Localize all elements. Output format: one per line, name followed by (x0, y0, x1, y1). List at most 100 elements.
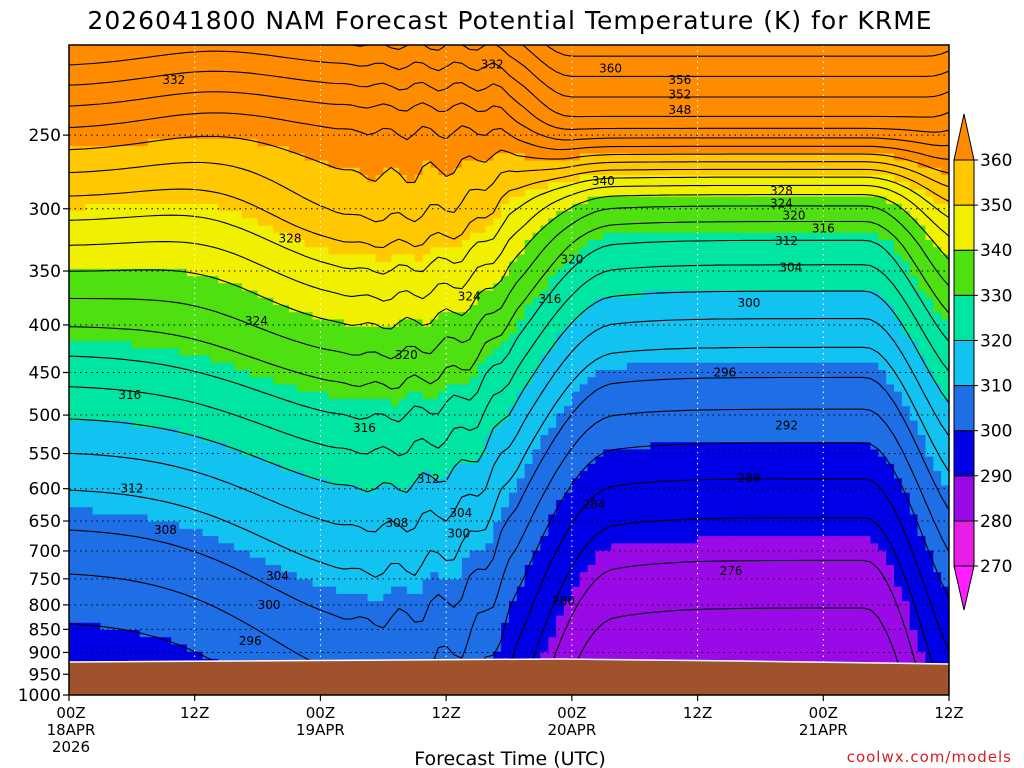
contour-fill-cell (784, 247, 792, 255)
contour-fill-cell (218, 182, 226, 190)
contour-fill-cell (383, 161, 391, 169)
contour-fill-cell (705, 139, 713, 147)
contour-fill-cell (155, 153, 163, 161)
contour-fill-cell (855, 146, 863, 154)
contour-fill-cell (368, 161, 376, 169)
contour-fill-cell (155, 146, 163, 154)
contour-fill-cell (760, 247, 768, 255)
contour-fill-cell (328, 88, 336, 96)
contour-fill-cell (305, 327, 313, 335)
contour-fill-cell (713, 182, 721, 190)
contour-fill-cell (336, 327, 344, 335)
contour-fill-cell (509, 233, 517, 241)
contour-fill-cell (132, 189, 140, 197)
contour-fill-cell (336, 363, 344, 371)
contour-fill-cell (375, 161, 383, 169)
contour-fill-cell (108, 276, 116, 284)
contour-fill-cell (250, 218, 258, 226)
contour-fill-cell (470, 240, 478, 248)
contour-fill-cell (77, 204, 85, 212)
contour-fill-cell (399, 96, 407, 104)
contour-fill-cell (540, 52, 548, 60)
contour-fill-cell (784, 59, 792, 67)
contour-fill-cell (360, 161, 368, 169)
contour-fill-cell (320, 254, 328, 262)
contour-fill-cell (383, 262, 391, 270)
contour-fill-cell (187, 168, 195, 176)
contour-fill-cell (328, 298, 336, 306)
contour-fill-cell (93, 175, 101, 183)
contour-fill-cell (124, 276, 132, 284)
contour-fill-cell (650, 81, 658, 89)
contour-fill-cell (627, 74, 635, 82)
contour-fill-cell (148, 81, 156, 89)
contour-fill-cell (171, 218, 179, 226)
contour-fill-cell (423, 182, 431, 190)
contour-fill-cell (910, 197, 918, 205)
contour-fill-cell (171, 197, 179, 205)
contour-fill-cell (540, 88, 548, 96)
contour-fill-cell (116, 291, 124, 299)
contour-fill-cell (737, 88, 745, 96)
contour-fill-cell (580, 88, 588, 96)
contour-fill-cell (925, 269, 933, 277)
contour-fill-cell (265, 103, 273, 111)
contour-fill-cell (210, 52, 218, 60)
contour-fill-cell (281, 96, 289, 104)
contour-fill-cell (863, 175, 871, 183)
contour-fill-cell (933, 254, 941, 262)
contour-fill-cell (627, 81, 635, 89)
contour-fill-cell (572, 117, 580, 125)
contour-fill-cell (784, 88, 792, 96)
contour-fill-cell (100, 175, 108, 183)
contour-fill-cell (493, 341, 501, 349)
contour-fill-cell (399, 334, 407, 342)
contour-fill-cell (305, 240, 313, 248)
contour-fill-cell (658, 276, 666, 284)
contour-fill-cell (564, 283, 572, 291)
contour-fill-cell (737, 139, 745, 147)
contour-fill-cell (313, 67, 321, 75)
contour-fill-cell (124, 175, 132, 183)
contour-fill-cell (540, 233, 548, 241)
contour-fill-cell (619, 117, 627, 125)
contour-fill-cell (289, 103, 297, 111)
contour-fill-cell (823, 298, 831, 306)
contour-fill-cell (289, 175, 297, 183)
contour-fill-cell (894, 269, 902, 277)
contour-fill-cell (297, 81, 305, 89)
contour-fill-cell (792, 182, 800, 190)
contour-fill-cell (666, 226, 674, 234)
contour-fill-cell (148, 298, 156, 306)
contour-fill-cell (902, 59, 910, 67)
contour-fill-cell (839, 269, 847, 277)
contour-fill-cell (446, 312, 454, 320)
contour-fill-cell (423, 247, 431, 255)
contour-fill-cell (776, 88, 784, 96)
contour-fill-cell (658, 59, 666, 67)
contour-fill-cell (375, 276, 383, 284)
contour-fill-cell (493, 262, 501, 270)
contour-fill-cell (776, 334, 784, 342)
contour-fill-cell (210, 334, 218, 342)
contour-fill-cell (611, 226, 619, 234)
contour-fill-cell (737, 283, 745, 291)
contour-fill-cell (470, 327, 478, 335)
contour-fill-cell (478, 233, 486, 241)
contour-fill-cell (148, 182, 156, 190)
contour-fill-cell (77, 103, 85, 111)
contour-fill-cell (470, 52, 478, 60)
contour-fill-cell (619, 247, 627, 255)
contour-fill-cell (572, 103, 580, 111)
contour-fill-cell (855, 240, 863, 248)
contour-fill-cell (603, 327, 611, 335)
contour-fill-cell (478, 226, 486, 234)
contour-fill-cell (737, 59, 745, 67)
contour-fill-cell (564, 59, 572, 67)
contour-fill-cell (800, 305, 808, 313)
contour-fill-cell (525, 341, 533, 349)
contour-fill-cell (195, 254, 203, 262)
contour-fill-cell (124, 233, 132, 241)
contour-fill-cell (116, 276, 124, 284)
contour-fill-cell (399, 226, 407, 234)
